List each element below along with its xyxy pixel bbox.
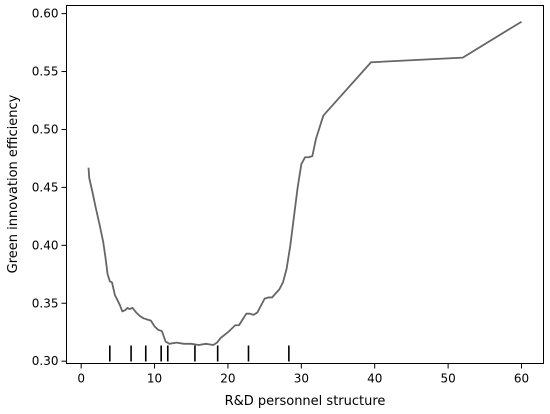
- x-tick-label: 30: [294, 372, 309, 386]
- rug-layer: [108, 345, 290, 362]
- x-tick-label: 20: [220, 372, 235, 386]
- x-tick-label: 40: [367, 372, 382, 386]
- x-axis-label: R&D personnel structure: [225, 394, 386, 409]
- y-tick-label: 0.45: [32, 180, 59, 194]
- plot-frame: [66, 5, 544, 364]
- series-layer: [87, 20, 522, 346]
- axis-layer: 0 10 20 30 40 50 60 0.30 0.35 0.40 0.45 0.50 0.55 0.6…: [32, 7, 529, 386]
- x-tick-label: 50: [440, 372, 455, 386]
- y-tick-label: 0.30: [32, 354, 59, 368]
- y-tick-label: 0.55: [32, 65, 59, 79]
- y-tick-label: 0.60: [32, 7, 59, 21]
- x-tick-label: 10: [147, 372, 162, 386]
- x-tick-label: 0: [77, 372, 85, 386]
- series-line: [87, 20, 522, 346]
- y-tick-label: 0.35: [32, 296, 59, 310]
- y-axis-label: Green innovation efficiency: [6, 94, 21, 273]
- y-tick-label: 0.50: [32, 122, 59, 136]
- x-tick-label: 60: [514, 372, 529, 386]
- y-tick-label: 0.40: [32, 238, 59, 252]
